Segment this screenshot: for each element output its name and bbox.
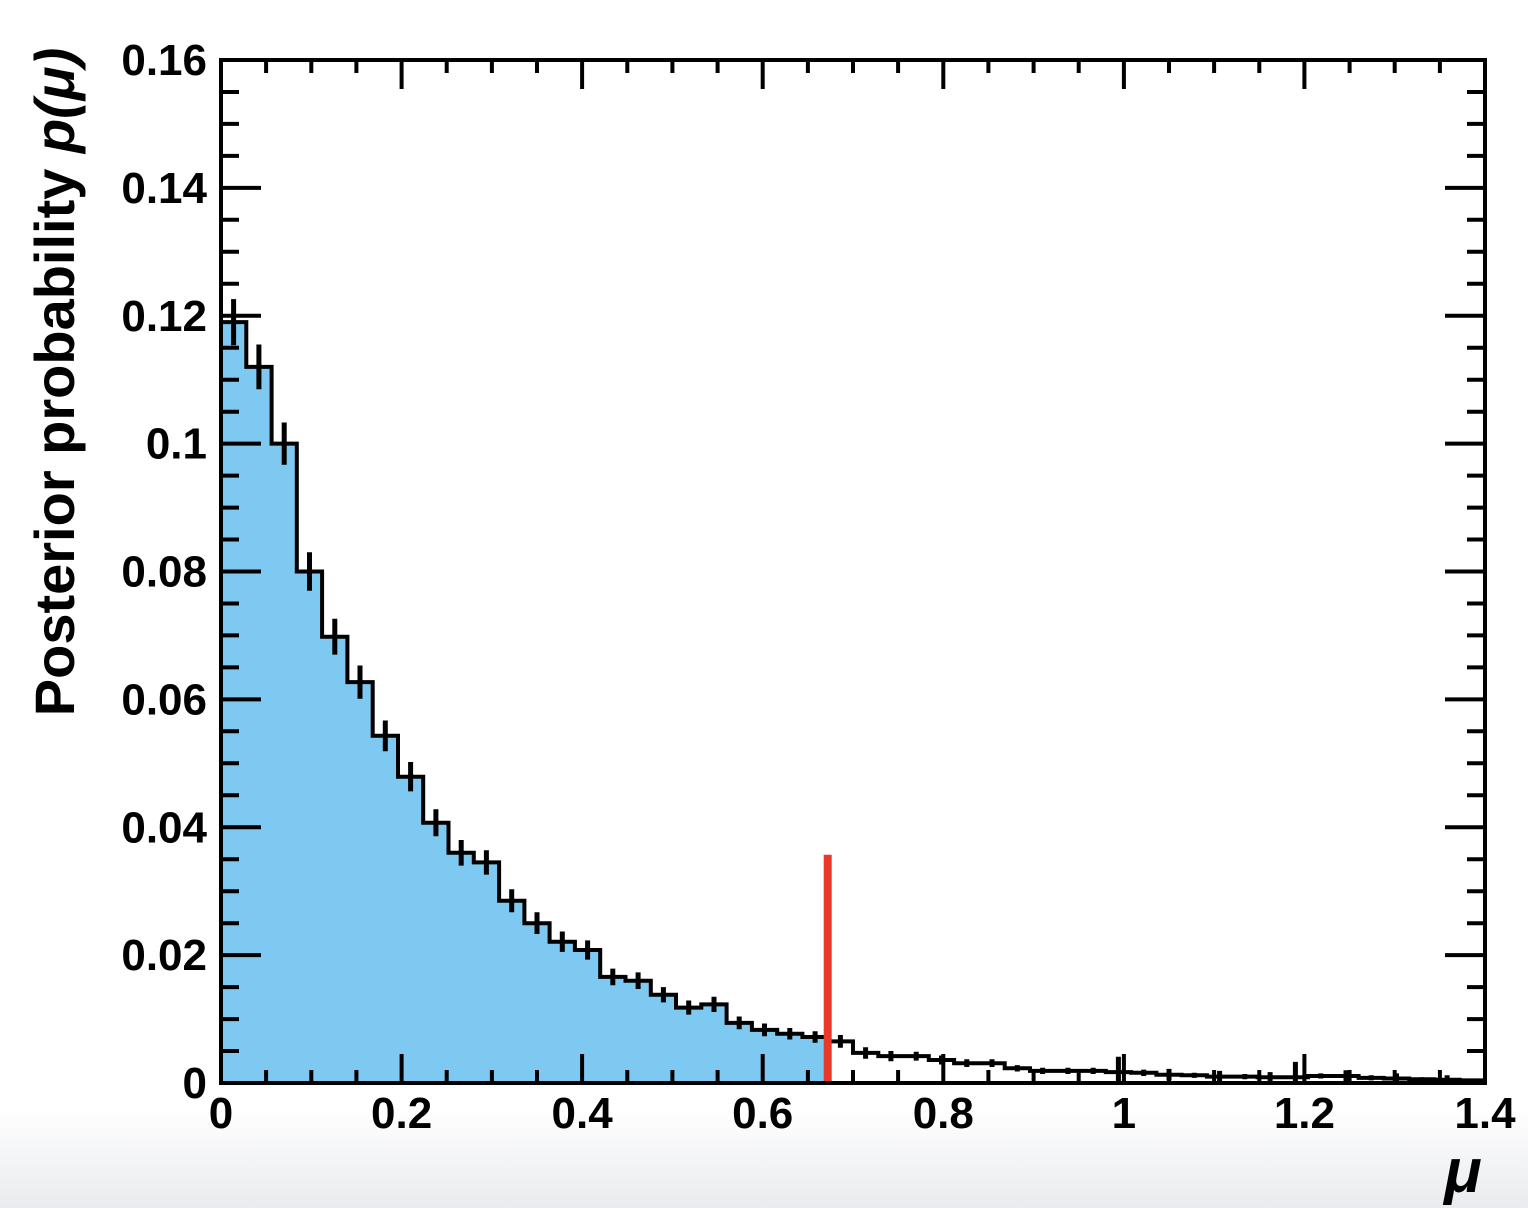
x-tick-label: 0.8 — [913, 1089, 974, 1138]
y-axis-title-math: p(μ) — [23, 48, 86, 155]
y-tick-label: 0.16 — [121, 36, 207, 85]
plot-frame — [219, 58, 1487, 1085]
y-axis-title-text: Posterior probability — [23, 153, 86, 716]
y-tick-label: 0.1 — [146, 420, 207, 469]
bottom-fade-gradient — [0, 1108, 1528, 1208]
x-tick-label: 0.6 — [732, 1089, 793, 1138]
x-tick-label: 0 — [209, 1089, 233, 1138]
y-tick-label: 0.12 — [121, 292, 207, 341]
y-tick-label: 0.04 — [121, 803, 207, 852]
x-tick-label: 1.2 — [1274, 1089, 1335, 1138]
x-tick-label: 1.4 — [1454, 1089, 1516, 1138]
y-tick-label: 0.08 — [121, 548, 207, 597]
y-tick-label: 0.06 — [121, 675, 207, 724]
y-tick-label: 0.14 — [121, 164, 207, 213]
x-tick-label: 0.2 — [371, 1089, 432, 1138]
error-bars — [231, 299, 1475, 1083]
x-axis-title: μ — [1442, 1137, 1481, 1206]
y-tick-label: 0 — [183, 1059, 207, 1108]
y-axis-title: Posterior probability p(μ) — [23, 48, 86, 716]
chart-layer: 0 0.2 0.4 0.6 0.8 1 1.2 1.4 0 0.02 0.04 0.06 0.08 0.1… — [121, 36, 1516, 1138]
histogram-outline — [219, 320, 1487, 1083]
y-tick-label: 0.02 — [121, 931, 207, 980]
credible-region-fill — [221, 322, 828, 1084]
x-tick-label: 1 — [1112, 1089, 1136, 1138]
x-tick-label: 0.4 — [552, 1089, 614, 1138]
